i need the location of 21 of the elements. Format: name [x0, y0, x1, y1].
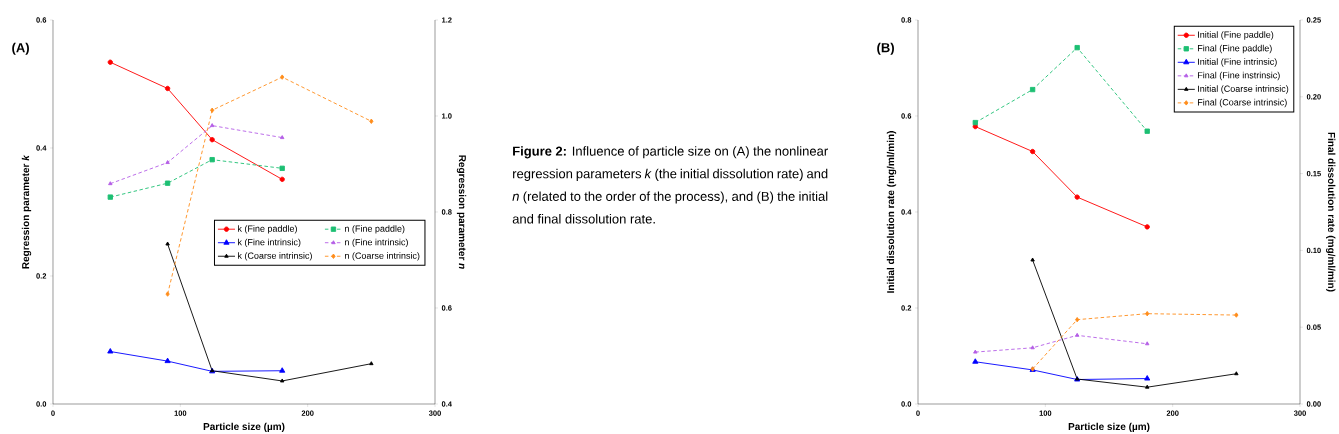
legend-label: Initial (Fine paddle): [1198, 31, 1274, 40]
legend-label: k (Fine paddle): [238, 225, 297, 234]
y-axis-title: Initial dissolution rate (mg/ml/min): [886, 131, 897, 293]
legend-label: n (Fine intrinsic): [345, 238, 408, 248]
text: (B): [877, 42, 894, 55]
y2-axis-title: Final dissolution rate (mg/ml/min): [1326, 132, 1336, 292]
text: Figure 2: Influence of particle size on (A) the nonlinear regression parameters k (the initial dissolution rate) and n (related to the order of the process), and (B) the initial and final dissolution rate.: [512, 146, 828, 224]
legend-label: k (Fine intrinsic): [238, 238, 301, 248]
legend-label: Initial (Fine intrinsic): [1198, 58, 1277, 67]
legend-label: Final (Coarse intrinsic): [1198, 98, 1287, 108]
legend-label: Final (Fine paddle): [1198, 44, 1272, 54]
legend-label: n (Coarse intrinsic): [345, 252, 420, 261]
text: (A): [12, 42, 29, 55]
y2-axis-title: Regression parameter n: [456, 155, 467, 269]
legend-label: Initial (Coarse intrinsic): [1198, 85, 1289, 94]
x-axis-title: Particle size (µm): [203, 422, 285, 433]
legend-label: k (Coarse intrinsic): [238, 252, 312, 261]
y-axis-title: Regression parameter k: [21, 154, 32, 269]
x-axis-title: Particle size (µm): [1068, 422, 1150, 433]
legend-label: n (Fine paddle): [345, 225, 405, 234]
legend-label: Final (Fine instrinsic): [1198, 71, 1280, 81]
